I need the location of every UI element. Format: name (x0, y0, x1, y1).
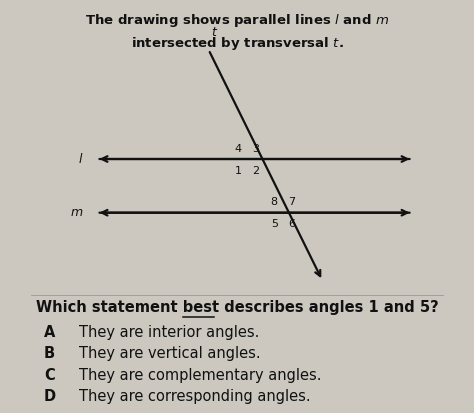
Text: 7: 7 (288, 197, 295, 207)
Text: $\it{l}$: $\it{l}$ (78, 152, 83, 166)
Text: They are corresponding angles.: They are corresponding angles. (79, 389, 311, 404)
Text: 4: 4 (234, 144, 241, 154)
Text: They are vertical angles.: They are vertical angles. (79, 347, 261, 361)
Text: 2: 2 (252, 166, 259, 176)
Text: The drawing shows parallel lines $\it{l}$ and $\it{m}$: The drawing shows parallel lines $\it{l}… (85, 12, 389, 29)
Text: A: A (44, 325, 55, 340)
Text: Which statement best describes angles 1 and 5?: Which statement best describes angles 1 … (36, 300, 438, 315)
Text: 3: 3 (252, 144, 259, 154)
Text: They are complementary angles.: They are complementary angles. (79, 368, 321, 383)
Text: 6: 6 (288, 219, 295, 229)
Text: 5: 5 (271, 219, 278, 229)
Text: C: C (44, 368, 55, 383)
Text: $\it{m}$: $\it{m}$ (70, 206, 83, 219)
Text: D: D (44, 389, 56, 404)
Text: 8: 8 (271, 197, 278, 207)
Text: 1: 1 (234, 166, 241, 176)
Text: intersected by transversal $\it{t}$.: intersected by transversal $\it{t}$. (130, 35, 344, 52)
Text: B: B (44, 347, 55, 361)
Text: They are interior angles.: They are interior angles. (79, 325, 259, 340)
Text: $\it{t}$: $\it{t}$ (210, 26, 218, 39)
